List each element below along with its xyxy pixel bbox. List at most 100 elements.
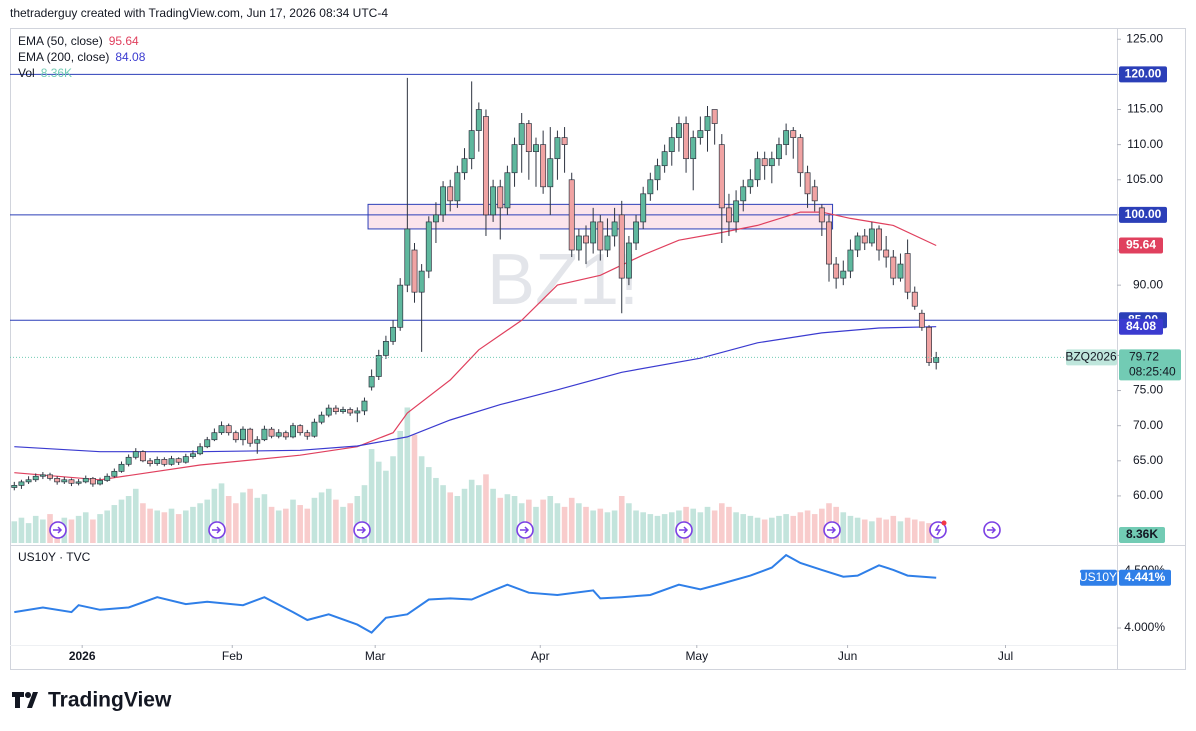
- volume-bar: [583, 506, 589, 543]
- volume-bar: [540, 499, 546, 543]
- candle-body: [561, 137, 568, 145]
- volume-bar: [433, 477, 439, 543]
- event-dot: [941, 520, 947, 526]
- watermark: BZ1!: [487, 240, 639, 320]
- candle-body: [161, 459, 168, 465]
- volume-bar: [819, 508, 825, 543]
- volume-bar: [661, 514, 668, 543]
- candle-body: [847, 249, 854, 272]
- volume-bar: [840, 512, 847, 543]
- candle-body: [897, 263, 904, 279]
- x-tick-label: Apr: [531, 649, 550, 663]
- candle-body: [340, 409, 346, 412]
- last-price-box: [1119, 349, 1181, 381]
- candle-body: [840, 270, 847, 279]
- candle-body: [754, 158, 761, 181]
- candle-body: [261, 428, 268, 441]
- last-price-label: 79.72: [1129, 350, 1159, 364]
- candle-body: [883, 249, 890, 258]
- candle-body: [568, 179, 575, 251]
- candle-body: [547, 158, 554, 188]
- y-tick-label: 125.00: [1126, 31, 1163, 45]
- volume-bar: [733, 512, 739, 543]
- y-tick-label: 110.00: [1127, 137, 1163, 151]
- candle-body: [468, 130, 475, 160]
- volume-bar: [311, 497, 318, 543]
- candle-body: [361, 400, 368, 412]
- volume-bar: [211, 488, 218, 543]
- candle-body: [861, 235, 868, 244]
- legend-value: 95.64: [109, 34, 139, 48]
- level-label: 120.00: [1125, 67, 1162, 81]
- candle-body: [432, 214, 439, 223]
- candle-body: [11, 485, 18, 488]
- volume-bar: [497, 497, 504, 543]
- volume-bar: [611, 510, 618, 543]
- volume-bar: [118, 499, 125, 543]
- y-tick-label: 115.00: [1127, 102, 1163, 116]
- candle-body: [147, 460, 154, 464]
- ema-label-bg: [1119, 237, 1163, 254]
- volume-bar: [776, 515, 782, 543]
- volume-bar: [533, 506, 539, 543]
- legend-name: Vol: [18, 66, 35, 80]
- legend-entry: EMA (50, close) 95.64: [18, 34, 139, 48]
- legend-value: 8.36K: [41, 66, 72, 80]
- candle-body: [683, 123, 690, 160]
- countdown: 08:25:40: [1129, 365, 1176, 379]
- volume-bar: [897, 521, 904, 543]
- candle-body: [483, 116, 489, 216]
- y-tick-label: 75.00: [1133, 383, 1163, 397]
- candle-body: [82, 478, 89, 483]
- level-label-bg: [1119, 66, 1167, 83]
- volume-bar: [11, 521, 18, 543]
- event-lightning: [934, 524, 942, 536]
- pane-title: US10Y · TVC: [18, 550, 91, 564]
- volume-bar: [161, 512, 168, 543]
- candle-body: [382, 341, 389, 356]
- candle-body: [32, 475, 39, 481]
- event-icons: [49, 520, 1001, 539]
- volume-bar: [626, 503, 632, 543]
- candle-body: [575, 235, 582, 251]
- volume-bar: [554, 503, 561, 543]
- volume-bar: [240, 492, 246, 543]
- volume-bar: [147, 508, 153, 543]
- candle-body: [154, 459, 161, 464]
- volume-bar: [468, 479, 475, 543]
- frame: [10, 28, 1186, 670]
- volume-bar: [911, 519, 918, 543]
- volume-bar: [204, 499, 211, 543]
- volume-bar: [368, 449, 375, 543]
- candle-body: [68, 479, 75, 484]
- volume-bar: [233, 503, 239, 543]
- x-tick-label: May: [685, 649, 708, 663]
- volume-bar: [190, 506, 196, 543]
- candle-body: [590, 221, 597, 244]
- volume-bar: [861, 519, 868, 543]
- volume-bar: [261, 494, 268, 543]
- volume-bar: [247, 488, 253, 543]
- volume-bar: [197, 503, 203, 543]
- volume-bar: [461, 488, 468, 543]
- volume-bar: [904, 517, 911, 543]
- series-label-bg: [1119, 569, 1171, 586]
- volume-bar: [90, 519, 96, 543]
- volume-bar: [790, 515, 797, 543]
- volume-bar: [919, 521, 925, 543]
- candle-body: [318, 414, 325, 423]
- candle-body: [18, 481, 25, 486]
- candle-body: [461, 158, 468, 174]
- volume-bar: [526, 499, 532, 543]
- candle-body: [404, 228, 411, 286]
- candle-body: [347, 409, 354, 414]
- event-arrows: [53, 526, 997, 534]
- candle-body: [282, 432, 289, 438]
- volume-bar: [718, 503, 725, 543]
- volume-bar: [347, 503, 353, 543]
- volume-bar: [82, 512, 89, 543]
- x-tick-label: Jul: [998, 649, 1013, 663]
- candle-body: [540, 144, 547, 188]
- volume-bar: [597, 508, 604, 543]
